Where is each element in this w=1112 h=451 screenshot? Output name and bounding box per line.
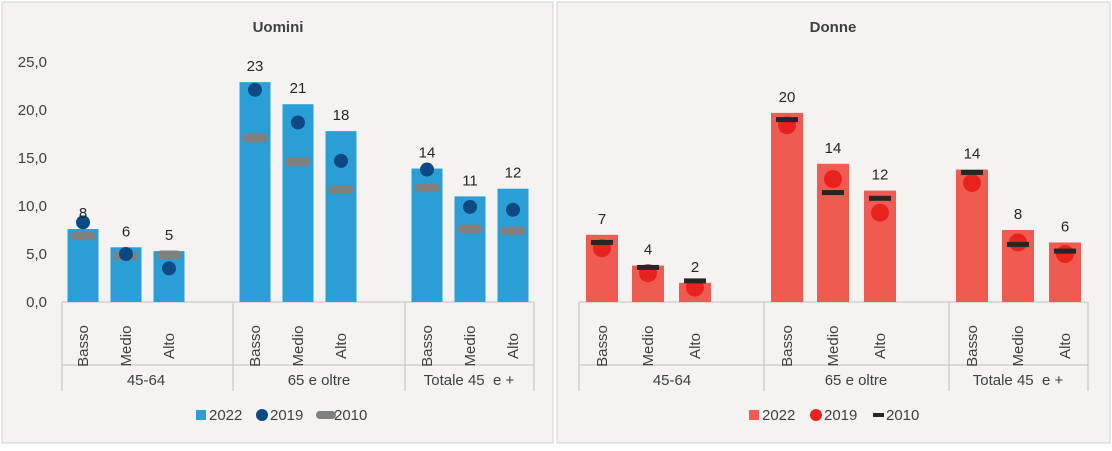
marker-2010-7 — [1007, 241, 1029, 247]
legend-label: 2019 — [824, 407, 857, 424]
marker-2010-5 — [869, 195, 891, 201]
data-label: 8 — [79, 205, 87, 222]
data-label: 14 — [419, 145, 436, 162]
group-label: 45-64 — [127, 372, 165, 389]
x-tick-label: Alto — [505, 333, 522, 359]
bar-2022-4 — [282, 104, 314, 303]
data-label: 21 — [290, 80, 307, 97]
y-tick-label: 20,0 — [18, 102, 47, 119]
x-tick-label: Alto — [161, 333, 178, 359]
marker-2019-2 — [162, 261, 176, 276]
legend-swatch-dot — [810, 409, 822, 421]
x-tick-label: Alto — [1057, 333, 1074, 359]
marker-2019-7 — [463, 199, 477, 214]
group-label: 65 e oltre — [825, 372, 888, 389]
legend-swatch-dot — [256, 409, 268, 421]
y-tick-label: 15,0 — [18, 150, 47, 167]
bar-2022-3 — [239, 82, 271, 302]
bar-2022-7 — [454, 196, 486, 302]
marker-2019-3 — [248, 82, 262, 97]
legend-swatch-bar — [196, 410, 206, 420]
marker-2010-6 — [961, 169, 983, 175]
x-tick-label: Medio — [640, 326, 657, 367]
data-label: 14 — [825, 140, 842, 157]
legend-label: 2019 — [270, 407, 303, 424]
data-label: 2 — [691, 259, 699, 276]
data-label: 23 — [247, 58, 264, 75]
data-label: 12 — [505, 165, 522, 182]
legend-uomini: 2022 2019 2010 — [196, 407, 367, 424]
data-label: 20 — [779, 89, 796, 106]
marker-2010-0 — [591, 239, 613, 245]
marker-2010-3 — [776, 117, 798, 123]
marker-2010-4 — [822, 190, 844, 196]
marker-2010-8 — [1054, 248, 1076, 254]
bar-2022-0 — [67, 229, 99, 302]
chart-marks: 8 Basso 6 Medio 5 Alto 23 Basso 21 Medio 18 Alto 14 B… — [67, 58, 1081, 367]
x-tick-label: Basso — [75, 325, 92, 367]
marker-2019-8 — [506, 202, 520, 217]
x-tick-label: Alto — [687, 333, 704, 359]
x-tick-label: Basso — [779, 325, 796, 367]
legend-swatch-bar — [749, 410, 759, 420]
legend-label: 2010 — [886, 407, 919, 424]
x-tick-label: Alto — [872, 333, 889, 359]
x-tick-label: Basso — [247, 325, 264, 367]
data-label: 4 — [644, 242, 652, 259]
data-label: 8 — [1014, 206, 1022, 223]
marker-2019-4 — [824, 170, 842, 189]
marker-2019-8 — [1056, 245, 1074, 263]
data-label: 14 — [964, 146, 981, 163]
y-tick-label: 25,0 — [18, 54, 47, 71]
data-label: 18 — [333, 107, 350, 124]
legend-label: 2022 — [209, 407, 242, 424]
y-tick-label: 0,0 — [26, 294, 47, 311]
y-tick-label: 5,0 — [26, 246, 47, 263]
x-tick-label: Medio — [1010, 326, 1027, 367]
marker-2010-1 — [637, 264, 659, 270]
marker-2019-6 — [963, 173, 981, 192]
legend-label: 2022 — [762, 407, 795, 424]
data-label: 11 — [462, 172, 478, 189]
marker-2019-4 — [291, 115, 305, 130]
x-tick-label: Basso — [419, 325, 436, 367]
bar-2022-2 — [153, 251, 185, 302]
x-tick-label: Basso — [964, 325, 981, 367]
data-label: 12 — [872, 167, 889, 184]
marker-2010-2 — [684, 278, 706, 284]
x-tick-label: Alto — [333, 333, 350, 359]
group-label: Totale 45 e + — [424, 372, 515, 389]
marker-2019-5 — [871, 203, 889, 222]
legend-donne: 2022 2019 2010 — [749, 407, 919, 424]
marker-2019-5 — [334, 153, 348, 168]
marker-2019-1 — [119, 247, 133, 261]
data-label: 6 — [122, 223, 130, 240]
x-tick-label: Medio — [462, 326, 479, 367]
chart-title-donne: Donne — [810, 19, 857, 36]
data-label: 7 — [598, 211, 606, 228]
y-tick-label: 10,0 — [18, 198, 47, 215]
x-tick-label: Medio — [290, 326, 307, 367]
group-label: Totale 45 e + — [973, 372, 1064, 389]
data-label: 5 — [165, 227, 173, 244]
x-tick-label: Medio — [825, 326, 842, 367]
chart-title-uomini: Uomini — [253, 19, 304, 36]
legend-label: 2010 — [334, 407, 367, 424]
data-label: 6 — [1061, 218, 1069, 235]
group-label: 45-64 — [653, 372, 691, 389]
x-tick-label: Basso — [594, 325, 611, 367]
marker-2019-6 — [420, 162, 434, 177]
x-tick-label: Medio — [118, 326, 135, 367]
group-label: 65 e oltre — [288, 372, 351, 389]
marker-2019-0 — [76, 215, 90, 230]
bar-2022-3 — [771, 112, 803, 302]
